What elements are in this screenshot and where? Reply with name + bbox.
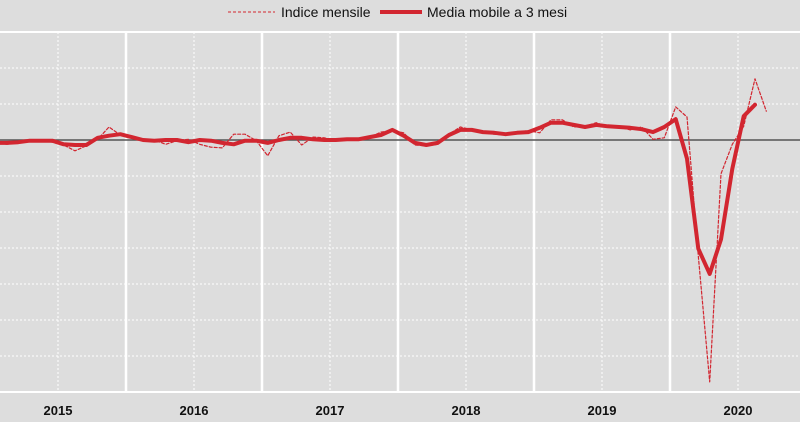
legend-label-moving-average: Media mobile a 3 mesi bbox=[427, 4, 567, 20]
x-tick-label: 2015 bbox=[44, 403, 73, 418]
legend-label-monthly: Indice mensile bbox=[281, 4, 371, 20]
x-tick-label: 2019 bbox=[588, 403, 617, 418]
x-tick-label: 2020 bbox=[724, 403, 753, 418]
x-axis-labels: 2015 2016 2017 2018 2019 2020 bbox=[44, 403, 753, 418]
legend: Indice mensile Media mobile a 3 mesi bbox=[228, 4, 567, 20]
x-tick-label: 2018 bbox=[452, 403, 481, 418]
series-line-moving-average bbox=[0, 102, 757, 276]
x-tick-label: 2017 bbox=[316, 403, 345, 418]
grid bbox=[0, 31, 800, 393]
x-tick-label: 2016 bbox=[180, 403, 209, 418]
series-layer bbox=[0, 78, 767, 383]
